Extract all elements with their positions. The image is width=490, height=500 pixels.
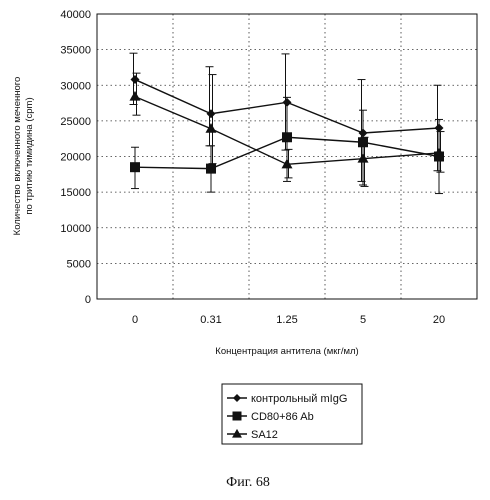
x-tick-label: 5	[360, 314, 366, 326]
legend-label: SA12	[251, 429, 278, 441]
y-tick-label: 5000	[67, 258, 91, 270]
x-tick-label: 1.25	[276, 314, 297, 326]
legend: контрольный mIgG CD80+86 Ab SA12	[221, 383, 363, 445]
data-point	[358, 137, 368, 148]
legend-label: CD80+86 Ab	[251, 411, 314, 423]
plot-frame	[96, 13, 478, 300]
data-point	[130, 75, 140, 85]
y-axis-label-line-2: по тритию тимидина (cpm)	[24, 97, 35, 214]
y-tick-labels: 0 5000 10000 15000 20000 25000 30000 35000 40000	[60, 9, 91, 306]
series	[129, 52, 445, 195]
y-tick-label: 40000	[60, 9, 91, 21]
figure-caption: Фиг. 68	[226, 475, 270, 490]
data-point	[433, 147, 445, 157]
series-triangle	[129, 72, 445, 187]
y-tick-label: 10000	[60, 223, 91, 235]
legend-label: контрольный mIgG	[251, 393, 347, 405]
x-axis-label: Концентрация антитела (мкг/мл)	[215, 346, 358, 357]
legend-marker	[232, 411, 242, 421]
data-point	[205, 122, 217, 133]
y-tick-label: 0	[85, 294, 91, 306]
series-square	[130, 96, 444, 195]
y-axis-label-line-1: Количество включенного меченного	[12, 77, 23, 236]
x-tick-label: 0.31	[200, 314, 221, 326]
y-tick-label: 20000	[60, 152, 91, 164]
x-tick-label: 0	[132, 314, 138, 326]
data-point	[281, 158, 293, 169]
data-point	[357, 152, 369, 163]
data-point	[282, 132, 292, 143]
y-tick-label: 35000	[60, 45, 91, 57]
data-point	[129, 90, 141, 101]
y-tick-label: 30000	[60, 80, 91, 92]
data-point	[130, 162, 140, 173]
y-tick-label: 15000	[60, 187, 91, 199]
x-tick-label: 20	[433, 314, 445, 326]
legend-marker	[233, 394, 241, 402]
data-point	[206, 109, 216, 119]
y-tick-label: 25000	[60, 116, 91, 128]
data-point	[206, 163, 216, 174]
x-tick-labels: 0 0.31 1.25 5 20	[132, 314, 445, 326]
legend-marker	[232, 428, 242, 438]
